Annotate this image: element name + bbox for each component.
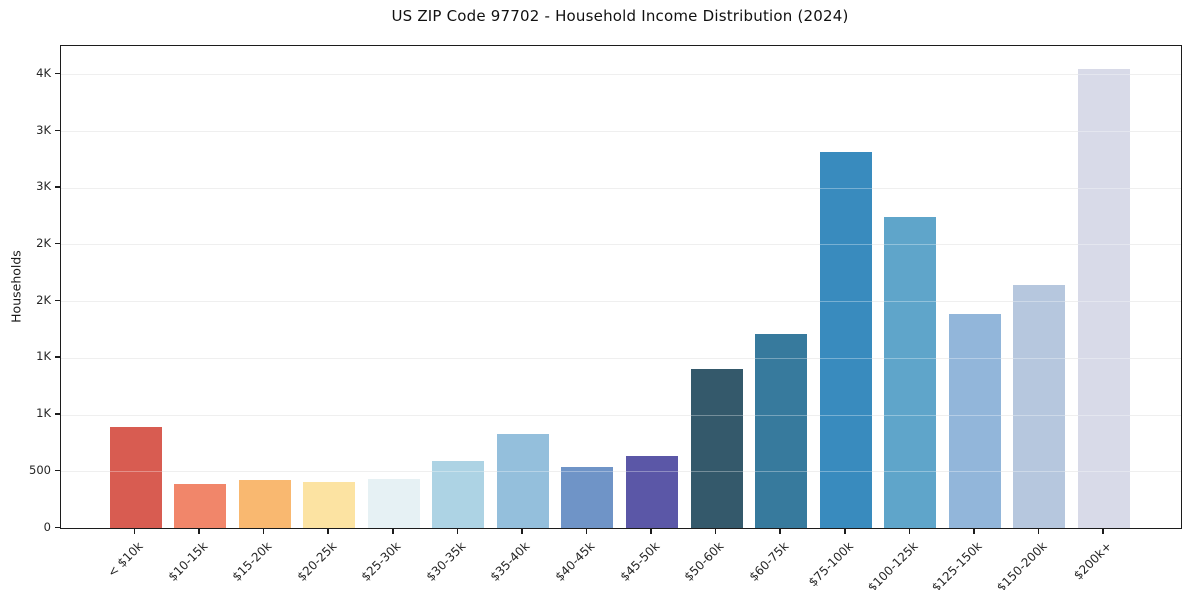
gridline [61, 471, 1181, 473]
x-tick-label: $15-20k [229, 539, 275, 584]
x-tick-mark [327, 528, 329, 534]
bar-60-75k [755, 333, 808, 528]
x-tick-mark [262, 528, 265, 534]
x-tick-mark [844, 528, 846, 534]
bar-200k [1078, 69, 1131, 528]
y-tick-mark [55, 469, 60, 472]
y-tick-mark [55, 186, 60, 188]
x-tick-mark [392, 528, 394, 534]
plot-area [60, 45, 1182, 529]
x-tick-label: $100-125k [864, 539, 921, 590]
gridline [61, 414, 1181, 416]
gridline-overlay [61, 131, 1181, 133]
bar-10-15k [174, 483, 227, 528]
x-tick-mark [585, 528, 588, 534]
x-tick-mark [650, 528, 652, 534]
gridline-overlay [61, 357, 1181, 359]
bar-125-150k [948, 314, 1001, 528]
y-tick-label: 3K [36, 122, 51, 137]
gridline-overlay [61, 471, 1181, 473]
x-tick-mark [198, 528, 200, 534]
x-tick-mark [973, 528, 975, 534]
bar-100-125k [884, 217, 937, 528]
y-tick-label: 2K [36, 235, 51, 250]
x-tick-mark [779, 528, 781, 534]
y-tick-label: 500 [29, 462, 51, 477]
x-tick-mark [521, 528, 523, 534]
x-tick-label: $35-40k [487, 539, 533, 584]
x-tick-mark [714, 528, 717, 534]
y-tick-mark [55, 72, 60, 75]
bar-75-100k [819, 152, 872, 528]
y-tick-label: 1K [36, 406, 51, 421]
x-tick-label: $25-30k [358, 539, 404, 584]
x-tick-label: $60-75k [746, 539, 792, 584]
x-tick-mark [908, 528, 911, 534]
y-tick-mark [55, 526, 60, 528]
x-tick-label: < $10k [104, 539, 146, 580]
y-tick-mark [55, 356, 60, 358]
gridline [61, 244, 1181, 246]
x-tick-mark [1102, 528, 1104, 534]
x-tick-label: $50-60k [681, 539, 727, 584]
chart-title: US ZIP Code 97702 - Household Income Dis… [391, 7, 849, 25]
x-tick-label: $10-15k [165, 539, 210, 584]
x-tick-label: $20-25k [294, 539, 340, 584]
x-tick-label: $40-45k [552, 539, 598, 584]
y-tick-label: 4K [36, 65, 51, 80]
bar-50-60k [690, 368, 743, 528]
gridline-overlay [61, 244, 1181, 246]
bar-25-30k [367, 479, 420, 528]
y-tick-mark [55, 129, 60, 132]
gridline [61, 301, 1181, 303]
gridline-overlay [61, 414, 1181, 416]
gridline [61, 74, 1181, 76]
x-tick-label: $150-200k [993, 539, 1050, 590]
bar-30-35k [432, 460, 485, 528]
gridline-overlay [61, 74, 1181, 76]
x-tick-label: $125-150k [929, 539, 985, 590]
bar-40-45k [561, 466, 614, 528]
bar-20-25k [303, 481, 356, 528]
y-tick-label: 0 [43, 519, 51, 534]
y-tick-label: 3K [36, 179, 51, 194]
y-tick-mark [55, 299, 60, 302]
bar-10k [109, 427, 162, 528]
x-tick-label: $75-100k [805, 539, 856, 590]
gridline-overlay [61, 301, 1181, 303]
x-tick-mark [133, 528, 136, 534]
y-tick-label: 2K [36, 292, 51, 307]
x-tick-label: $45-50k [617, 539, 662, 584]
gridline-overlay [61, 187, 1181, 189]
gridline [61, 131, 1181, 133]
x-tick-mark [1037, 528, 1040, 534]
bar-150-200k [1013, 285, 1066, 528]
y-tick-mark [55, 242, 60, 245]
y-tick-mark [55, 413, 60, 415]
bar-35-40k [496, 433, 549, 528]
bar-15-20k [238, 480, 291, 528]
x-tick-label: $200k+ [1070, 539, 1114, 583]
x-tick-mark [456, 528, 459, 534]
gridline [61, 187, 1181, 189]
x-tick-label: $30-35k [423, 539, 469, 584]
bar-45-50k [626, 455, 679, 528]
gridline [61, 357, 1181, 359]
y-tick-label: 1K [36, 349, 51, 364]
